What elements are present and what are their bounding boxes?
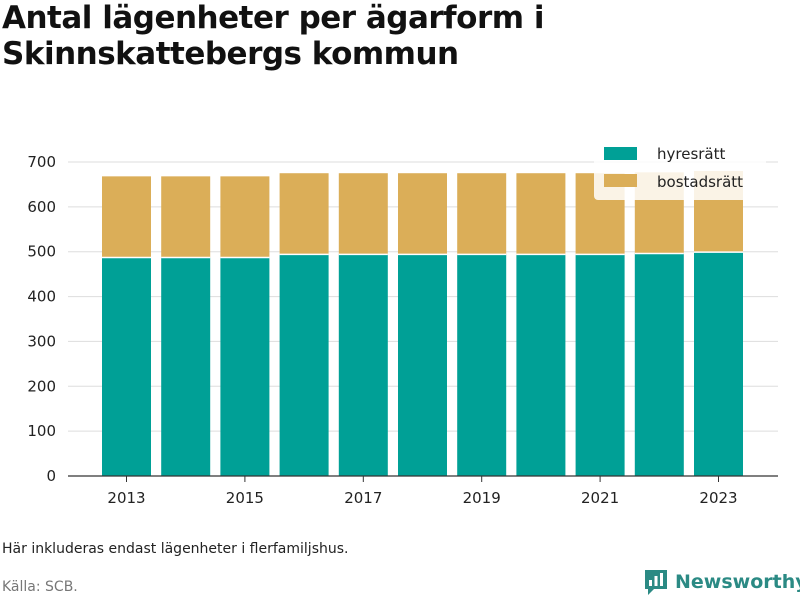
legend-label-hyresratt: hyresrätt: [657, 145, 726, 163]
bar-hyresratt-2023: [694, 252, 743, 476]
y-tick-label: 100: [27, 422, 56, 440]
bar-hyresratt-2016: [279, 254, 329, 476]
bar-bostadsratt-2020: [516, 173, 566, 255]
x-tick-label: 2013: [107, 489, 145, 507]
bar-bostadsratt-2014: [161, 176, 211, 258]
x-tick-label: 2021: [581, 489, 619, 507]
bar-bostadsratt-2019: [457, 173, 507, 255]
bar-hyresratt-2020: [516, 254, 566, 476]
x-tick-label: 2015: [226, 489, 264, 507]
bar-hyresratt-2014: [161, 257, 211, 476]
bar-hyresratt-2022: [634, 253, 684, 476]
bar-hyresratt-2019: [457, 254, 507, 476]
bars: [102, 170, 743, 476]
legend-swatch-hyresratt: [604, 147, 637, 160]
y-tick-label: 300: [27, 332, 56, 350]
chart-note: Här inkluderas endast lägenheter i flerf…: [2, 541, 349, 557]
legend: hyresrätt bostadsrätt: [594, 138, 766, 200]
bar-bostadsratt-2018: [398, 173, 447, 255]
bar-bostadsratt-2017: [338, 173, 388, 255]
y-tick-label: 600: [27, 198, 56, 216]
legend-label-bostadsratt: bostadsrätt: [657, 173, 743, 191]
x-axis-ticks: 2013 2015 2017 2019 2021 2023: [107, 476, 738, 507]
bar-bostadsratt-2013: [102, 176, 151, 258]
x-tick-label: 2019: [463, 489, 501, 507]
y-tick-label: 400: [27, 288, 56, 306]
x-tick-label: 2017: [344, 489, 382, 507]
y-tick-label: 0: [46, 467, 56, 485]
y-tick-label: 500: [27, 243, 56, 261]
bar-hyresratt-2018: [398, 254, 447, 476]
newsworthy-logo: Newsworthy: [643, 568, 800, 596]
y-tick-label: 200: [27, 377, 56, 395]
bar-hyresratt-2021: [575, 254, 625, 476]
y-tick-label: 700: [27, 153, 56, 171]
chart-title: Antal lägenheter per ägarform i Skinnska…: [2, 0, 544, 72]
source-label: Källa: SCB.: [2, 579, 78, 595]
bar-hyresratt-2017: [338, 254, 388, 476]
bar-hyresratt-2013: [102, 257, 151, 476]
legend-swatch-bostadsratt: [604, 174, 637, 187]
bar-bostadsratt-2016: [279, 173, 329, 255]
bar-bostadsratt-2015: [220, 176, 270, 258]
x-tick-label: 2023: [699, 489, 737, 507]
bar-hyresratt-2015: [220, 257, 270, 476]
brand-name: Newsworthy: [675, 571, 800, 593]
y-axis-ticks: 0 100 200 300 400 500 600 700: [27, 153, 56, 485]
newsworthy-logo-icon: [645, 570, 667, 595]
